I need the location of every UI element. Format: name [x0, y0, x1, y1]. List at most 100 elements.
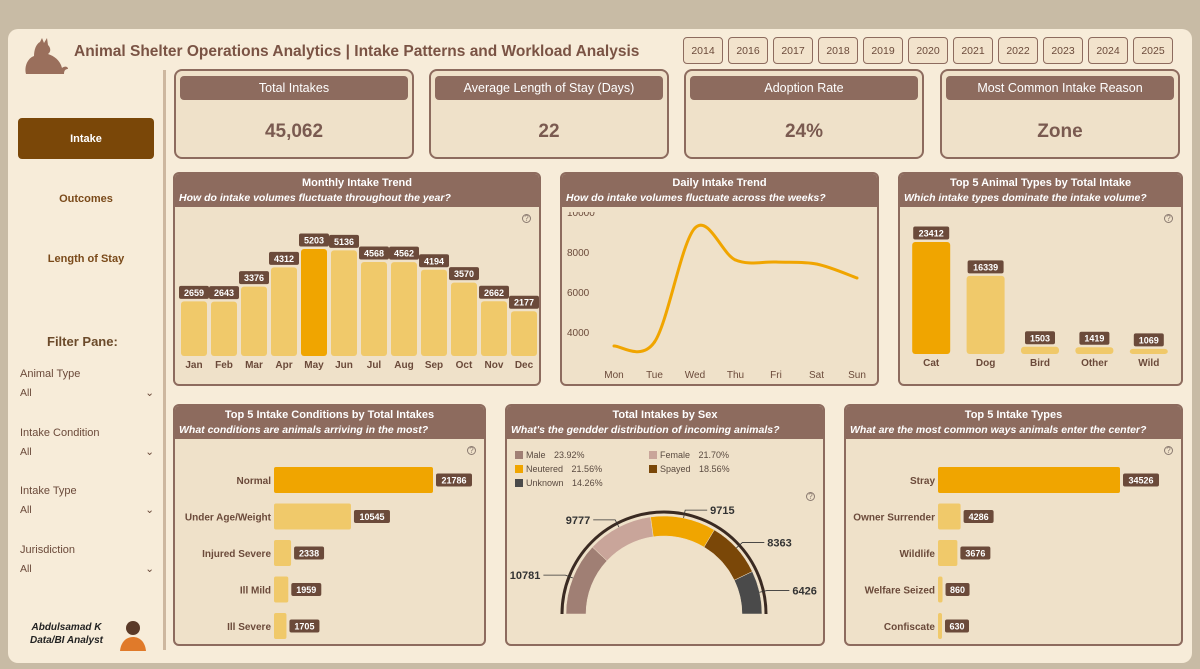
bar-confiscate[interactable]: [938, 613, 942, 639]
year-button-2023[interactable]: 2023: [1043, 37, 1083, 64]
slice-male[interactable]: [565, 546, 608, 615]
year-button-2022[interactable]: 2022: [998, 37, 1038, 64]
help-icon[interactable]: ?: [806, 492, 815, 501]
bar-bird[interactable]: [1021, 346, 1059, 354]
panel-header: Top 5 Intake Conditions by Total Intakes…: [175, 406, 484, 439]
slice-female[interactable]: [592, 516, 654, 562]
filter-jurisdiction: Jurisdiction All ⌄: [20, 544, 154, 575]
bar-nov[interactable]: [481, 301, 507, 356]
bar-feb[interactable]: [211, 301, 237, 356]
nav-length-of-stay-button[interactable]: Length of Stay: [47, 252, 125, 265]
year-button-2019[interactable]: 2019: [863, 37, 903, 64]
bar-may[interactable]: [301, 249, 327, 356]
bar-jun[interactable]: [331, 250, 357, 356]
author-block: Abdulsamad K Data/BI Analyst: [30, 621, 103, 647]
bar-dog[interactable]: [966, 275, 1005, 354]
bar-oct[interactable]: [451, 282, 477, 356]
bar-wildlife[interactable]: [938, 540, 958, 566]
point-mon[interactable]: [612, 344, 616, 348]
legend-label: Spayed: [660, 464, 691, 474]
help-icon[interactable]: ?: [1164, 446, 1173, 455]
legend-item-unknown[interactable]: Unknown 14.26%: [515, 478, 603, 488]
donut-rim: [560, 510, 768, 615]
bar-under-age-weight[interactable]: [274, 503, 351, 530]
x-tick-jan: Jan: [185, 360, 202, 371]
bar-other[interactable]: [1075, 347, 1114, 354]
intake-condition-dropdown[interactable]: All ⌄: [20, 446, 154, 458]
intake-by-sex-chart: 10781 9777 9715 8363 6426: [510, 505, 817, 615]
data-label-bg: [945, 583, 970, 596]
bar-apr[interactable]: [271, 267, 297, 356]
legend-item-female[interactable]: Female 21.70%: [649, 450, 729, 460]
bar-welfare-seized[interactable]: [938, 576, 943, 603]
panel-title: Top 5 Intake Conditions by Total Intakes: [224, 409, 435, 421]
point-wed[interactable]: [693, 226, 697, 230]
data-label-text: 2662: [484, 288, 504, 298]
animal-type-dropdown[interactable]: All ⌄: [20, 387, 154, 399]
year-button-2020[interactable]: 2020: [908, 37, 948, 64]
data-label-text: 860: [950, 585, 965, 595]
animal-types-chart: 23412 Cat 16339 Dog 1503 Bird 1419 Other 1069 Wil…: [912, 226, 1168, 369]
data-label-bg: [389, 246, 419, 260]
nav-intake-button[interactable]: Intake: [18, 118, 154, 159]
legend-item-neutered[interactable]: Neutered 21.56%: [515, 464, 602, 474]
value-label-dog: 16339: [967, 260, 1004, 274]
value-label-ill-severe: 1705: [289, 619, 320, 633]
daily-intake-line[interactable]: [613, 223, 858, 354]
year-button-2021[interactable]: 2021: [953, 37, 993, 64]
intake-type-dropdown[interactable]: All ⌄: [20, 504, 154, 516]
dropdown-value: All: [20, 387, 32, 399]
legend-label: Female: [660, 450, 691, 460]
point-sun[interactable]: [855, 276, 859, 280]
help-icon[interactable]: ?: [522, 214, 531, 223]
data-label-text: 1503: [1030, 333, 1050, 343]
legend-item-spayed[interactable]: Spayed 18.56%: [649, 464, 730, 474]
slice-unknown[interactable]: [733, 571, 763, 615]
nav-outcomes-button[interactable]: Outcomes: [59, 192, 113, 205]
x-tick-other: Other: [1081, 358, 1108, 369]
panel-title: Top 5 Animal Types by Total Intake: [949, 177, 1132, 189]
year-button-2016[interactable]: 2016: [728, 37, 768, 64]
bar-ill-mild[interactable]: [274, 576, 289, 603]
panel-subtitle: How do intake volumes fluctuate througho…: [179, 192, 451, 204]
point-sat[interactable]: [815, 262, 818, 266]
jurisdiction-dropdown[interactable]: All ⌄: [20, 563, 154, 575]
value-label-apr: 4312: [269, 251, 299, 265]
x-tick-dog: Dog: [976, 358, 995, 369]
year-button-2018[interactable]: 2018: [818, 37, 858, 64]
help-icon[interactable]: ?: [467, 446, 476, 455]
data-label-bg: [449, 267, 479, 281]
bar-ill-severe[interactable]: [274, 613, 287, 639]
help-icon[interactable]: ?: [1164, 214, 1173, 223]
year-button-2017[interactable]: 2017: [773, 37, 813, 64]
year-button-2024[interactable]: 2024: [1088, 37, 1128, 64]
panel-header: Top 5 Animal Types by Total Intake Which…: [900, 174, 1181, 207]
bar-injured-severe[interactable]: [274, 540, 292, 566]
slice-spayed[interactable]: [703, 529, 753, 581]
point-fri[interactable]: [774, 260, 778, 264]
year-button-2014[interactable]: 2014: [683, 37, 723, 64]
kpi-average-length-of-stay: Average Length of Stay (Days) 22: [429, 69, 669, 159]
y-tick-stray: Stray: [910, 476, 935, 487]
bar-normal[interactable]: [274, 467, 433, 493]
bar-dec[interactable]: [511, 311, 537, 356]
value-label-feb: 2643: [209, 286, 239, 300]
filter-label: Jurisdiction: [20, 544, 76, 556]
year-button-2025[interactable]: 2025: [1133, 37, 1173, 64]
y-tick-under-age-weight: Under Age/Weight: [185, 513, 272, 524]
bar-wild[interactable]: [1129, 348, 1168, 354]
point-thu[interactable]: [734, 258, 737, 262]
bar-owner-surrender[interactable]: [938, 503, 961, 530]
value-label-cat: 23412: [913, 226, 950, 240]
data-label-bg: [299, 233, 329, 247]
bar-aug[interactable]: [391, 262, 417, 356]
bar-stray[interactable]: [938, 467, 1120, 493]
bar-jul[interactable]: [361, 262, 387, 356]
slice-label-spayed: 8363: [767, 538, 791, 550]
bar-jan[interactable]: [181, 301, 207, 356]
bar-cat[interactable]: [912, 242, 951, 354]
point-tue[interactable]: [653, 340, 656, 344]
bar-mar[interactable]: [241, 286, 267, 356]
legend-item-male[interactable]: Male 23.92%: [515, 450, 585, 460]
bar-sep[interactable]: [421, 269, 447, 356]
